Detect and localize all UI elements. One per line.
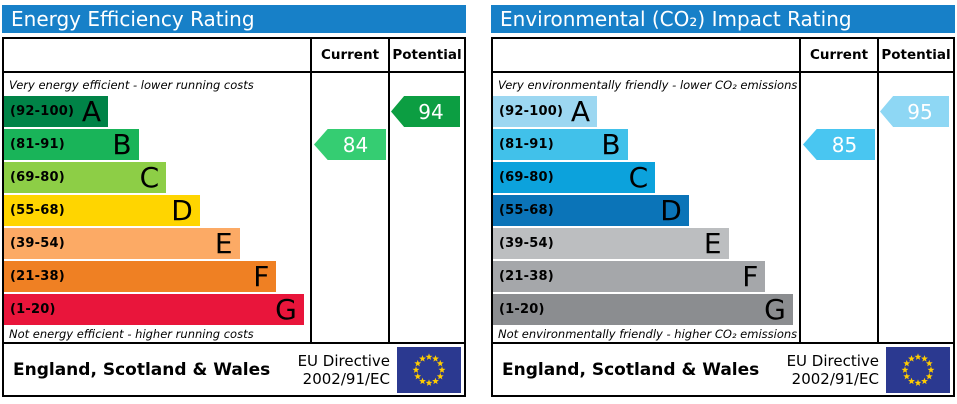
- band-range-label: (81-91): [499, 137, 554, 152]
- band-range-label: (92-100): [499, 104, 564, 119]
- eu-directive-line2: 2002/91/EC: [302, 369, 390, 388]
- rating-band: (21-38) F: [4, 259, 277, 293]
- rating-band: (55-68) D: [493, 195, 689, 226]
- band-range-label: (1-20): [10, 302, 56, 317]
- eu-directive-text: EU Directive 2002/91/EC: [787, 352, 879, 388]
- chart-body: Very energy efficient - lower running co…: [4, 73, 464, 342]
- eu-directive-line2: 2002/91/EC: [791, 369, 879, 388]
- potential-column: 94: [388, 73, 464, 342]
- band-range-label: (55-68): [499, 203, 554, 218]
- current-column: 85: [799, 73, 877, 342]
- environmental-chart-table: Current Potential Very environmentally f…: [491, 37, 955, 397]
- rating-band: (92-100) A: [493, 94, 598, 128]
- column-header-row: Current Potential: [4, 39, 464, 73]
- band-range-label: (55-68): [10, 203, 65, 218]
- band-list: (92-100) A (81-91) B (69-80) C (55-68) D…: [4, 96, 310, 325]
- potential-rating-value: 95: [907, 99, 933, 124]
- band-range-label: (39-54): [10, 236, 65, 251]
- potential-rating-arrow: 94: [391, 96, 460, 127]
- band-range-label: (1-20): [499, 302, 545, 317]
- band-letter: F: [253, 259, 270, 293]
- bands-column: Very energy efficient - lower running co…: [4, 73, 310, 342]
- band-letter: B: [601, 127, 621, 161]
- eu-directive-block: EU Directive 2002/91/EC: [787, 346, 950, 393]
- rating-band: (69-80) C: [493, 160, 656, 194]
- potential-rating-value: 94: [418, 99, 444, 124]
- band-letter: D: [171, 193, 193, 227]
- current-column-header: Current: [310, 39, 388, 71]
- band-letter: G: [764, 292, 786, 326]
- environmental-chart-title: Environmental (CO₂) Impact Rating: [491, 5, 955, 33]
- band-letter: E: [703, 226, 722, 260]
- rating-band: (81-91) B: [4, 129, 139, 160]
- potential-column: 95: [877, 73, 953, 342]
- environmental-impact-chart: Environmental (CO₂) Impact Rating Curren…: [491, 5, 955, 397]
- bands-column: Very environmentally friendly - lower CO…: [493, 73, 799, 342]
- empty-header-cell: [4, 39, 310, 71]
- potential-column-header: Potential: [877, 39, 953, 71]
- current-rating-arrow: 85: [803, 129, 875, 160]
- region-label: England, Scotland & Wales: [502, 359, 760, 380]
- current-rating-arrow: 84: [314, 129, 386, 160]
- chart-footer: England, Scotland & Wales EU Directive 2…: [493, 342, 953, 395]
- band-letter: A: [570, 94, 591, 128]
- band-range-label: (69-80): [10, 170, 65, 185]
- empty-header-cell: [493, 39, 799, 71]
- current-rating-value: 85: [831, 132, 858, 157]
- band-list: (92-100) A (81-91) B (69-80) C (55-68) D…: [493, 96, 799, 325]
- rating-band: (55-68) D: [4, 195, 200, 226]
- bottom-caption: Not energy efficient - higher running co…: [9, 326, 254, 341]
- region-label: England, Scotland & Wales: [13, 359, 271, 380]
- rating-band: (21-38) F: [493, 259, 766, 293]
- band-letter: D: [660, 193, 682, 227]
- rating-band: (81-91) B: [493, 129, 628, 160]
- rating-band: (92-100) A: [4, 94, 109, 128]
- band-letter: G: [275, 292, 297, 326]
- top-caption: Very environmentally friendly - lower CO…: [498, 77, 798, 92]
- current-rating-value: 84: [342, 132, 369, 157]
- rating-band: (69-80) C: [4, 160, 167, 194]
- band-range-label: (81-91): [10, 137, 65, 152]
- column-header-row: Current Potential: [493, 39, 953, 73]
- potential-rating-arrow: 95: [880, 96, 949, 127]
- band-letter: C: [139, 160, 160, 194]
- band-letter: C: [628, 160, 649, 194]
- rating-band: (1-20) G: [4, 294, 304, 325]
- band-letter: A: [81, 94, 102, 128]
- current-column: 84: [310, 73, 388, 342]
- eu-directive-text: EU Directive 2002/91/EC: [298, 352, 390, 388]
- energy-chart-title: Energy Efficiency Rating: [2, 5, 466, 33]
- eu-directive-line1: EU Directive: [786, 351, 879, 370]
- chart-footer: England, Scotland & Wales EU Directive 2…: [4, 342, 464, 395]
- band-letter: E: [214, 226, 233, 260]
- eu-directive-line1: EU Directive: [297, 351, 390, 370]
- current-column-header: Current: [799, 39, 877, 71]
- chart-body: Very environmentally friendly - lower CO…: [493, 73, 953, 342]
- band-range-label: (69-80): [499, 170, 554, 185]
- rating-band: (39-54) E: [4, 228, 240, 259]
- band-letter: B: [112, 127, 132, 161]
- band-range-label: (92-100): [10, 104, 75, 119]
- eu-flag-icon: [397, 346, 461, 393]
- band-range-label: (21-38): [499, 269, 554, 284]
- energy-chart-table: Current Potential Very energy efficient …: [2, 37, 466, 397]
- eu-flag-icon: [886, 346, 950, 393]
- bottom-caption: Not environmentally friendly - higher CO…: [498, 326, 798, 341]
- band-range-label: (39-54): [499, 236, 554, 251]
- band-letter: F: [742, 259, 759, 293]
- eu-directive-block: EU Directive 2002/91/EC: [298, 346, 461, 393]
- energy-efficiency-chart: Energy Efficiency Rating Current Potenti…: [2, 5, 466, 397]
- band-range-label: (21-38): [10, 269, 65, 284]
- rating-band: (39-54) E: [493, 228, 729, 259]
- potential-column-header: Potential: [388, 39, 464, 71]
- rating-band: (1-20) G: [493, 294, 793, 325]
- top-caption: Very energy efficient - lower running co…: [9, 77, 254, 92]
